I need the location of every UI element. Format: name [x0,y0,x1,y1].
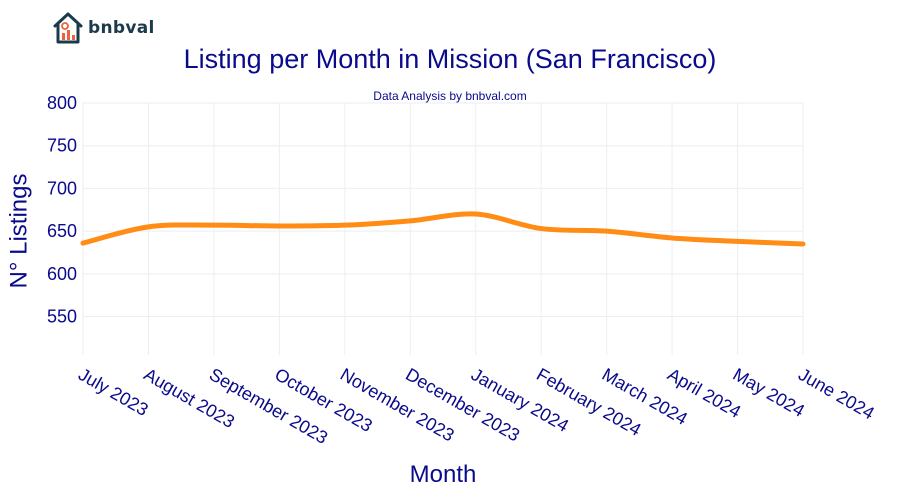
x-axis-label: Month [410,461,477,488]
x-tick-label: July 2023 [75,364,152,420]
house-chart-icon [53,12,83,44]
x-tick-label: December 2023 [402,364,523,445]
grid [82,102,804,355]
series-layer [80,211,806,247]
chart-title: Listing per Month in Mission (San Franci… [183,44,717,74]
data-point [148,226,149,227]
y-tick-label: 800 [47,93,77,113]
data-point [541,228,542,229]
brand-logo: bnbval [52,11,155,45]
y-tick-label: 550 [47,307,77,327]
y-tick-label: 600 [47,264,77,284]
data-point [213,225,214,226]
data-point [410,220,411,221]
y-tick-label: 750 [47,136,77,156]
data-point [803,243,804,244]
data-point [344,225,345,226]
data-point [83,243,84,244]
x-tick-label: June 2024 [795,364,878,423]
x-tick-label: November 2023 [337,364,458,445]
data-point [475,214,476,215]
chart-subtitle: Data Analysis by bnbval.com [373,89,527,103]
series-line [80,211,806,247]
data-point [279,226,280,227]
data-point [606,231,607,232]
y-tick-label: 650 [47,221,77,241]
y-axis-label: N° Listings [5,174,32,289]
data-point [737,241,738,242]
data-point [672,237,673,238]
x-tick-label: May 2024 [730,364,808,421]
brand-name: bnbval [88,18,155,38]
y-tick-label: 700 [47,178,77,198]
y-axis-ticks: 550 600 650 700 750 800 [47,93,77,327]
